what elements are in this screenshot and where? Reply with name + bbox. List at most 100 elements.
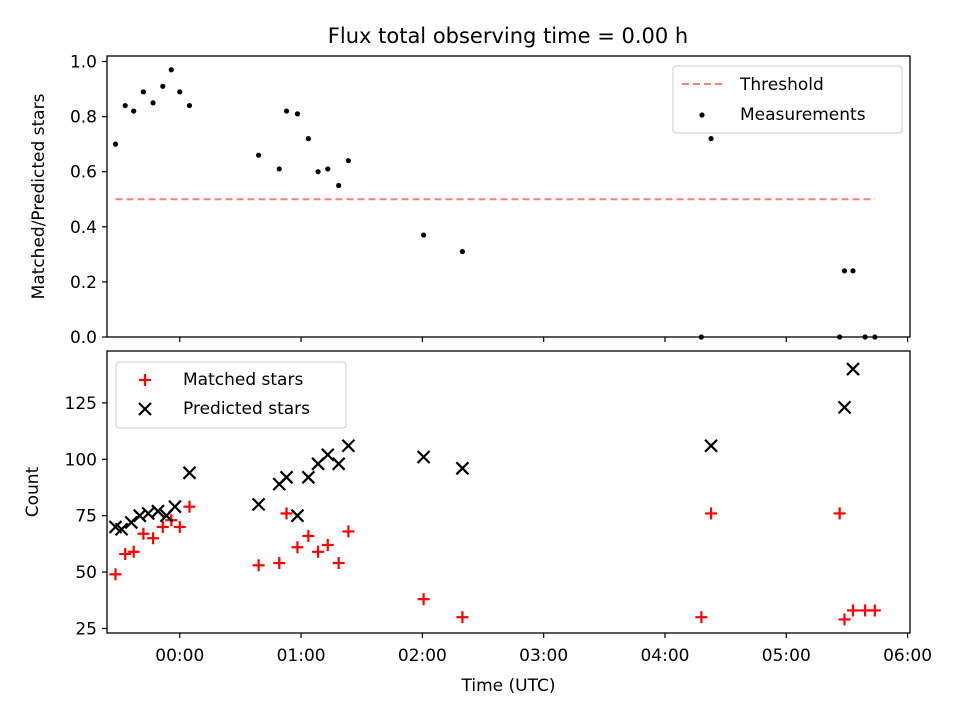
- top-legend-box: [672, 65, 903, 134]
- measurement-point: [345, 158, 351, 164]
- top-ytick-label: 1.0: [70, 53, 97, 73]
- matched-star-point: [119, 548, 132, 561]
- legend-threshold-label: Threshold: [739, 75, 824, 95]
- bottom-xtick-label: 03:00: [519, 646, 568, 666]
- top-panel: 0.0 0.2 0.4 0.6 0.8 1.0 Matched/Predicted sta…: [29, 53, 911, 348]
- predicted-star-point: [132, 508, 147, 523]
- top-ytick-label: 0.8: [70, 108, 97, 128]
- predicted-star-point: [837, 400, 852, 415]
- matched-star-point: [342, 525, 355, 538]
- bottom-xtick-label: 06:00: [883, 646, 932, 666]
- measurement-point: [177, 89, 183, 95]
- matched-star-point: [137, 527, 150, 540]
- bottom-ytick-label: 100: [65, 450, 97, 470]
- bottom-axes-frame: [106, 350, 911, 634]
- top-x-ticks: [179, 337, 909, 342]
- measurement-point: [336, 182, 342, 189]
- predicted-star-point: [290, 508, 305, 523]
- legend-matched-label: Matched stars: [183, 370, 303, 390]
- matched-star-point: [273, 557, 286, 570]
- x-axis-label: Time (UTC): [461, 676, 556, 696]
- predicted-star-point: [251, 497, 266, 512]
- bottom-x-ticks: 00:00 01:00 02:00 03:00 04:00 05:00 06:00: [155, 633, 932, 666]
- measurement-point: [160, 83, 166, 89]
- bottom-xtick-label: 02:00: [398, 646, 447, 666]
- measurement-point: [186, 102, 193, 109]
- bottom-legend-box: [115, 361, 347, 429]
- measurement-point: [420, 232, 427, 238]
- top-ytick-label: 0.0: [70, 328, 97, 348]
- predicted-star-point: [455, 461, 470, 476]
- predicted-star-point: [320, 447, 335, 462]
- matched-star-point: [252, 559, 265, 572]
- legend-predicted-label: Predicted stars: [183, 399, 310, 419]
- predicted-stars-points: [108, 362, 860, 537]
- matched-stars-points: [109, 500, 881, 626]
- bottom-y-axis-label: Count: [23, 466, 43, 517]
- measurement-point: [294, 111, 301, 117]
- bottom-ytick-label: 75: [75, 507, 97, 527]
- legend-measurements-swatch: [699, 112, 705, 118]
- measurement-point: [140, 89, 146, 95]
- measurement-point: [283, 108, 290, 114]
- top-ytick-label: 0.2: [70, 273, 97, 293]
- legend-predicted-swatch: [138, 402, 152, 416]
- predicted-star-point: [416, 450, 431, 464]
- matched-star-point: [156, 520, 169, 533]
- bottom-ytick-label: 25: [75, 619, 97, 639]
- top-axes-frame: [106, 55, 911, 338]
- matched-star-point: [109, 568, 122, 581]
- predicted-star-point: [124, 515, 139, 530]
- bottom-xtick-label: 01:00: [277, 646, 326, 666]
- measurement-point: [708, 136, 714, 142]
- measurement-point: [325, 166, 331, 172]
- measurement-point: [256, 152, 262, 158]
- bottom-xtick-label: 04:00: [640, 646, 689, 666]
- bottom-y-ticks: 25 50 75 100 125: [65, 394, 107, 639]
- matched-star-point: [868, 604, 881, 617]
- matched-star-point: [183, 500, 196, 513]
- top-ytick-label: 0.4: [70, 218, 97, 238]
- matched-star-point: [456, 611, 469, 624]
- measurement-point: [131, 108, 137, 114]
- predicted-star-point: [182, 466, 197, 480]
- matched-star-point: [280, 507, 293, 520]
- measurement-point: [850, 268, 856, 274]
- measurement-point: [459, 248, 466, 255]
- predicted-star-point: [301, 470, 316, 485]
- top-ytick-label: 0.6: [70, 163, 97, 183]
- matched-star-point: [291, 541, 304, 554]
- legend-matched-swatch: [139, 374, 151, 386]
- predicted-star-point: [341, 438, 356, 453]
- matched-star-point: [173, 520, 186, 533]
- predicted-star-point: [168, 499, 182, 514]
- matched-star-point: [833, 507, 846, 520]
- bottom-xtick-label: 00:00: [155, 646, 204, 666]
- matched-star-point: [846, 604, 859, 617]
- top-legend: Threshold Measurements: [672, 65, 903, 134]
- bottom-panel: 25 50 75 100 125 00:00 01:00 02:00 03:00 04:00 05…: [23, 350, 932, 696]
- measurement-point: [112, 141, 119, 147]
- matched-star-point: [147, 532, 160, 545]
- measurement-point: [122, 102, 128, 109]
- predicted-star-point: [331, 457, 346, 471]
- matched-star-point: [838, 613, 851, 626]
- measurement-point: [305, 136, 311, 142]
- matched-star-point: [302, 529, 315, 542]
- bottom-legend: Matched stars Predicted stars: [115, 361, 347, 429]
- measurement-point: [150, 100, 156, 106]
- bottom-ytick-label: 50: [75, 563, 97, 583]
- matched-star-point: [332, 557, 345, 570]
- matched-star-point: [312, 545, 325, 558]
- matched-star-point: [695, 611, 708, 624]
- predicted-star-point: [151, 504, 165, 518]
- bottom-xtick-label: 05:00: [762, 646, 811, 666]
- matched-star-point: [321, 539, 334, 552]
- predicted-star-point: [114, 522, 129, 537]
- matched-star-point: [127, 545, 140, 558]
- predicted-star-point: [846, 362, 860, 376]
- measurement-point: [168, 67, 174, 73]
- bottom-ytick-label: 125: [65, 394, 97, 414]
- top-chart-title: Flux total observing time = 0.00 h: [328, 24, 688, 48]
